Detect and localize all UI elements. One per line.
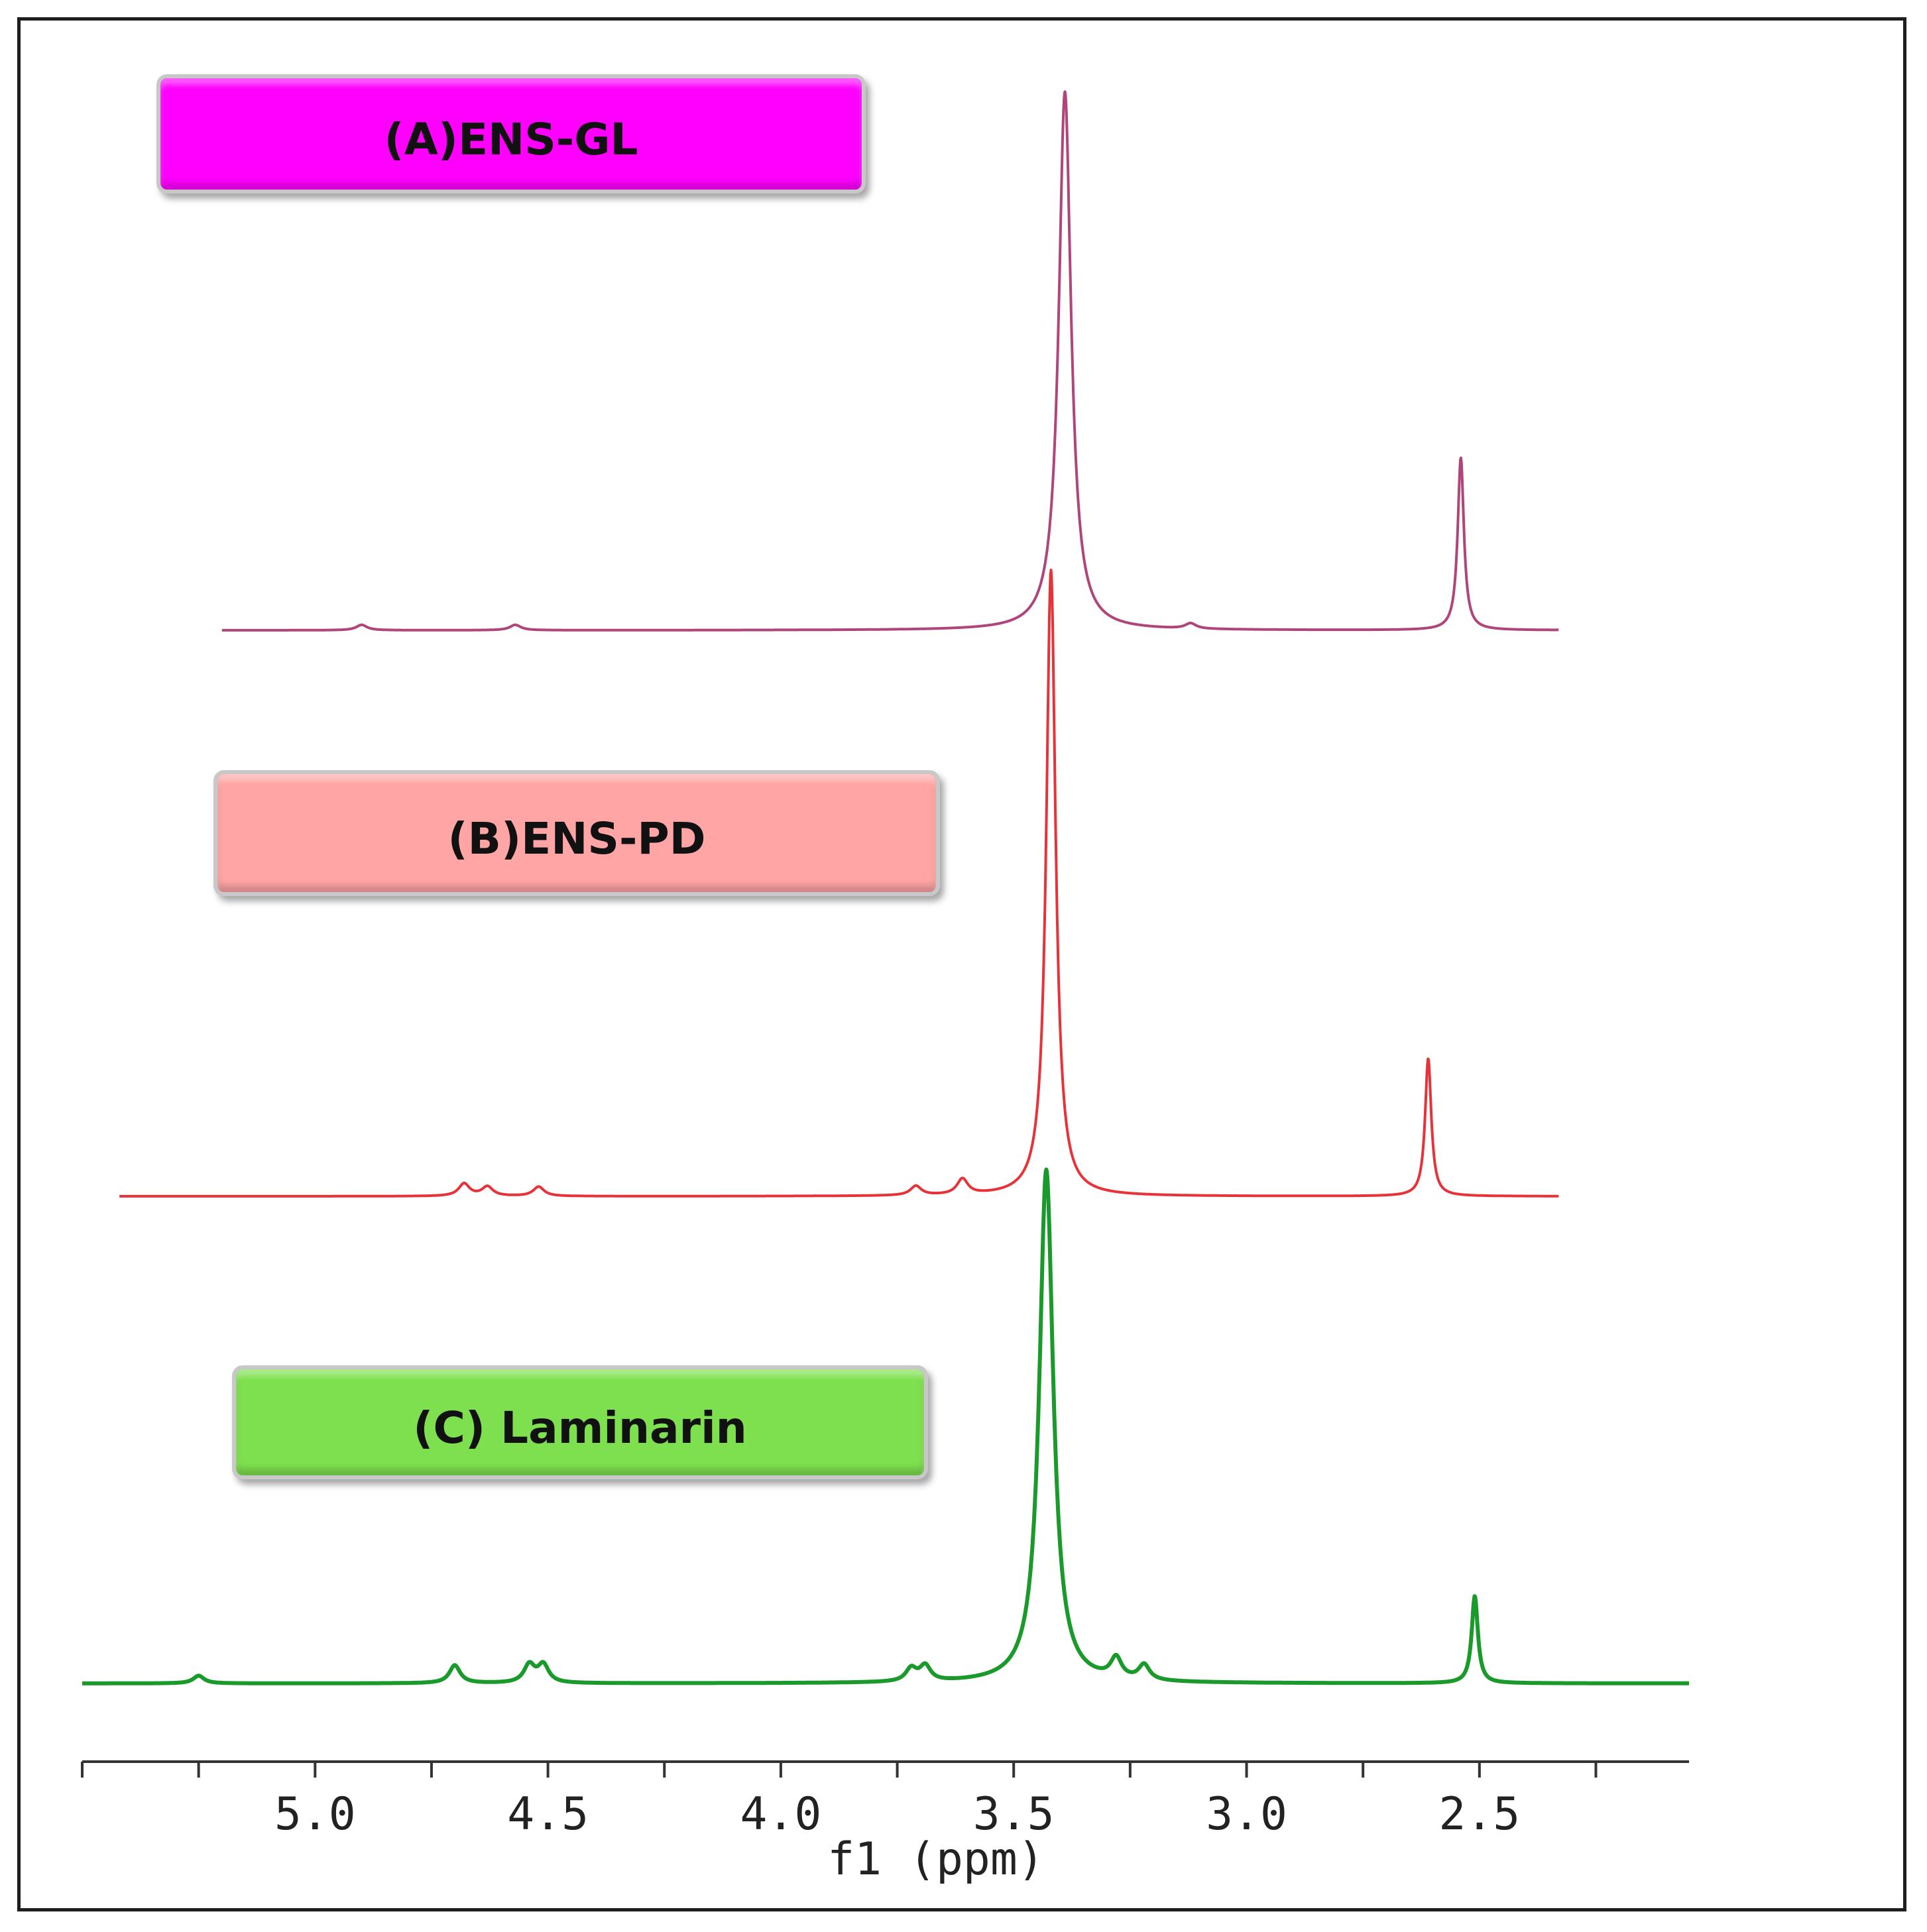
- x-axis: 5.0 4.5 4.0 3.5 3.0 2.5: [81, 1760, 1689, 1841]
- spectrum-line-1: [221, 90, 1560, 632]
- figure-frame: [17, 17, 1906, 1911]
- spectrum-line-2: [119, 569, 1560, 1198]
- x-tick-label: 5.0: [274, 1788, 356, 1841]
- x-tick-label: 2.5: [1438, 1788, 1520, 1841]
- x-axis-label: f1 (ppm): [827, 1833, 1045, 1886]
- x-tick-label: 4.5: [507, 1788, 589, 1841]
- label-laminarin: (C) Laminarin: [232, 1365, 928, 1479]
- spectrum-line-3: [80, 1167, 1691, 1685]
- spectra-group: [80, 90, 1691, 1685]
- x-tick-label: 3.0: [1206, 1788, 1287, 1841]
- label-ens-gl: (A)ENS-GL: [156, 74, 866, 194]
- x-tick-label: 3.5: [973, 1788, 1055, 1841]
- label-ens-pd: (B)ENS-PD: [213, 770, 940, 896]
- x-tick-label: 4.0: [740, 1788, 821, 1841]
